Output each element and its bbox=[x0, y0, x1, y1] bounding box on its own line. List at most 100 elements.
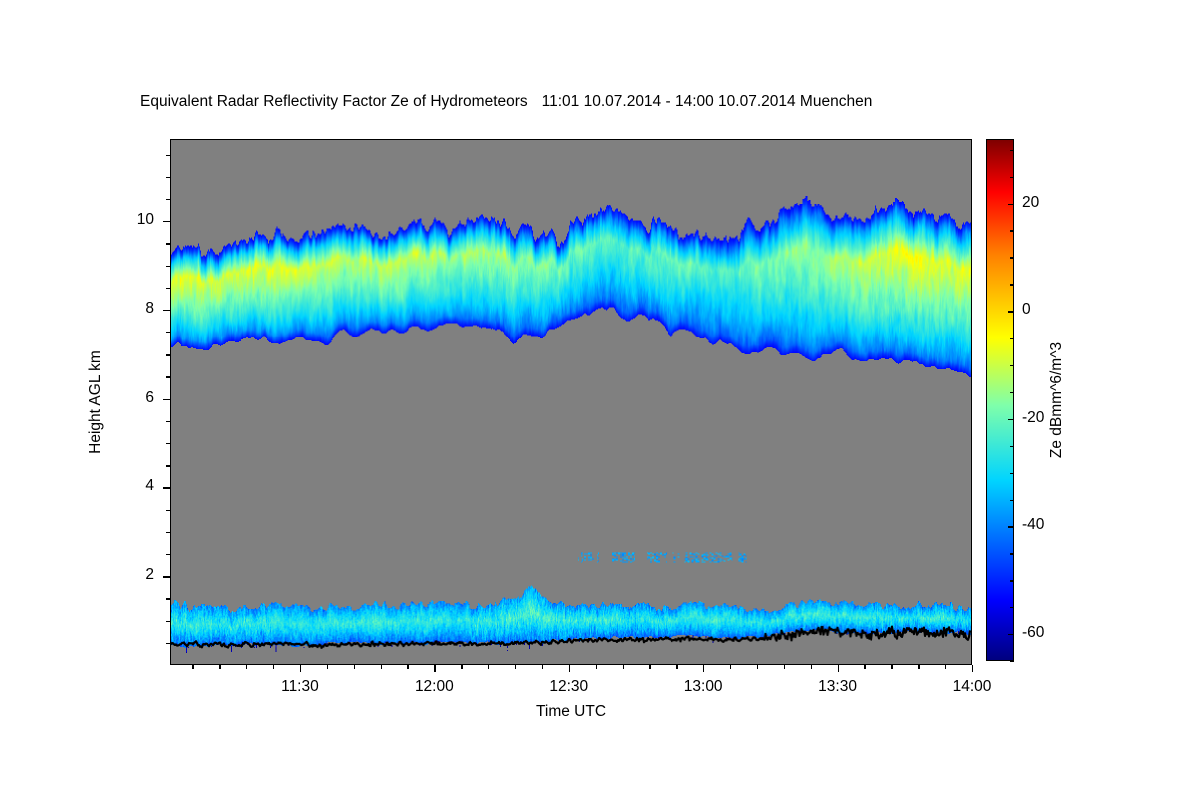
tick-mark bbox=[219, 665, 221, 669]
tick-mark bbox=[864, 665, 866, 669]
colorbar-tick-minor bbox=[1010, 338, 1014, 340]
tick-mark bbox=[166, 598, 170, 600]
tick-mark bbox=[891, 665, 893, 669]
y-axis-ticklabel: 2 bbox=[145, 566, 154, 584]
colorbar-ticklabel: -20 bbox=[1022, 408, 1045, 426]
tick-mark bbox=[407, 665, 409, 669]
y-axis-ticklabel: 4 bbox=[145, 477, 154, 495]
y-axis-ticklabel: 10 bbox=[136, 211, 154, 229]
tick-mark bbox=[461, 665, 463, 669]
tick-mark bbox=[166, 620, 170, 622]
tick-mark bbox=[488, 665, 490, 669]
tick-mark bbox=[299, 665, 302, 672]
tick-mark bbox=[166, 465, 170, 467]
reflectivity-heatmap-canvas bbox=[171, 140, 971, 664]
colorbar-gradient bbox=[987, 140, 1013, 660]
colorbar-tick-minor bbox=[1010, 391, 1014, 394]
tick-mark bbox=[166, 176, 170, 179]
colorbar-tick-minor bbox=[1010, 445, 1014, 448]
colorbar-tick-minor bbox=[1010, 365, 1014, 367]
tick-mark bbox=[568, 665, 571, 672]
tick-mark bbox=[353, 665, 355, 669]
tick-mark bbox=[166, 443, 170, 445]
colorbar-tick-minor bbox=[1010, 607, 1014, 609]
colorbar-tick bbox=[1008, 203, 1014, 205]
tick-mark bbox=[622, 665, 624, 669]
tick-mark bbox=[246, 665, 248, 669]
tick-mark bbox=[273, 665, 275, 669]
tick-mark bbox=[166, 154, 170, 156]
tick-mark bbox=[166, 243, 170, 245]
colorbar-tick-minor bbox=[1010, 257, 1014, 259]
colorbar-tick-minor bbox=[1010, 176, 1014, 178]
colorbar-tick bbox=[1008, 311, 1014, 313]
colorbar-tick bbox=[1008, 526, 1014, 528]
tick-mark bbox=[192, 665, 194, 669]
x-axis-ticklabel: 12:00 bbox=[414, 678, 454, 695]
tick-mark bbox=[972, 665, 974, 672]
colorbar-tick-minor bbox=[1010, 149, 1014, 152]
tick-mark bbox=[166, 509, 170, 511]
x-axis-ticklabel: 12:30 bbox=[549, 678, 589, 695]
tick-mark bbox=[166, 376, 170, 378]
tick-mark bbox=[166, 354, 170, 356]
colorbar bbox=[986, 139, 1014, 661]
colorbar-ticklabel: -40 bbox=[1022, 516, 1045, 534]
tick-mark bbox=[945, 665, 947, 669]
tick-mark bbox=[703, 665, 705, 672]
tick-mark bbox=[783, 665, 786, 669]
tick-mark bbox=[163, 398, 170, 400]
colorbar-tick-minor bbox=[1010, 472, 1014, 474]
colorbar-tick-minor bbox=[1010, 499, 1014, 501]
colorbar-tick bbox=[1008, 634, 1014, 636]
tick-mark bbox=[166, 287, 170, 289]
colorbar-tick-minor bbox=[1010, 580, 1014, 582]
title-main-text: Equivalent Radar Reflectivity Factor Ze … bbox=[140, 93, 528, 110]
tick-mark bbox=[837, 665, 839, 672]
tick-mark bbox=[541, 665, 544, 669]
tick-mark bbox=[166, 554, 170, 556]
tick-mark bbox=[163, 487, 170, 489]
title-period-text: 11:01 10.07.2014 - 14:00 10.07.2014 Muen… bbox=[541, 93, 873, 110]
tick-mark bbox=[514, 665, 517, 669]
colorbar-tick-minor bbox=[1010, 284, 1014, 286]
colorbar-ticklabel: 20 bbox=[1022, 193, 1040, 211]
tick-mark bbox=[166, 531, 170, 534]
x-axis-ticklabel: 13:00 bbox=[683, 678, 723, 695]
tick-mark bbox=[649, 665, 651, 669]
y-axis-ticklabel: 8 bbox=[145, 299, 154, 317]
x-axis-title: Time UTC bbox=[535, 703, 607, 720]
x-axis-ticklabel: 14:00 bbox=[952, 678, 992, 695]
tick-mark bbox=[730, 665, 732, 669]
tick-mark bbox=[166, 332, 170, 334]
colorbar-tick-minor bbox=[1010, 553, 1014, 555]
colorbar-title: Ze dBmm^6/m^3 bbox=[1048, 341, 1065, 459]
tick-mark bbox=[166, 642, 170, 645]
plot-area bbox=[170, 139, 972, 665]
tick-mark bbox=[434, 665, 436, 672]
colorbar-tick bbox=[1008, 418, 1014, 421]
tick-mark bbox=[595, 665, 597, 669]
tick-mark bbox=[166, 420, 170, 423]
x-axis-ticklabel: 11:30 bbox=[281, 678, 319, 695]
colorbar-ticklabel: 0 bbox=[1022, 301, 1031, 319]
colorbar-tick-minor bbox=[1010, 661, 1014, 663]
tick-mark bbox=[810, 665, 812, 669]
colorbar-ticklabel: -60 bbox=[1022, 624, 1045, 642]
tick-mark bbox=[326, 665, 329, 669]
colorbar-tick-minor bbox=[1010, 230, 1014, 232]
x-axis-ticklabel: 13:30 bbox=[818, 678, 857, 695]
tick-mark bbox=[163, 576, 170, 578]
tick-mark bbox=[380, 665, 382, 669]
tick-mark bbox=[166, 265, 170, 267]
tick-mark bbox=[163, 221, 170, 223]
tick-mark bbox=[918, 665, 920, 669]
tick-mark bbox=[676, 665, 678, 669]
tick-mark bbox=[163, 309, 170, 312]
tick-mark bbox=[166, 198, 170, 201]
tick-mark bbox=[756, 665, 759, 669]
page-title: Equivalent Radar Reflectivity Factor Ze … bbox=[140, 92, 1100, 112]
y-axis-ticklabel: 6 bbox=[145, 388, 154, 406]
y-axis-title: Height AGL km bbox=[87, 350, 104, 454]
